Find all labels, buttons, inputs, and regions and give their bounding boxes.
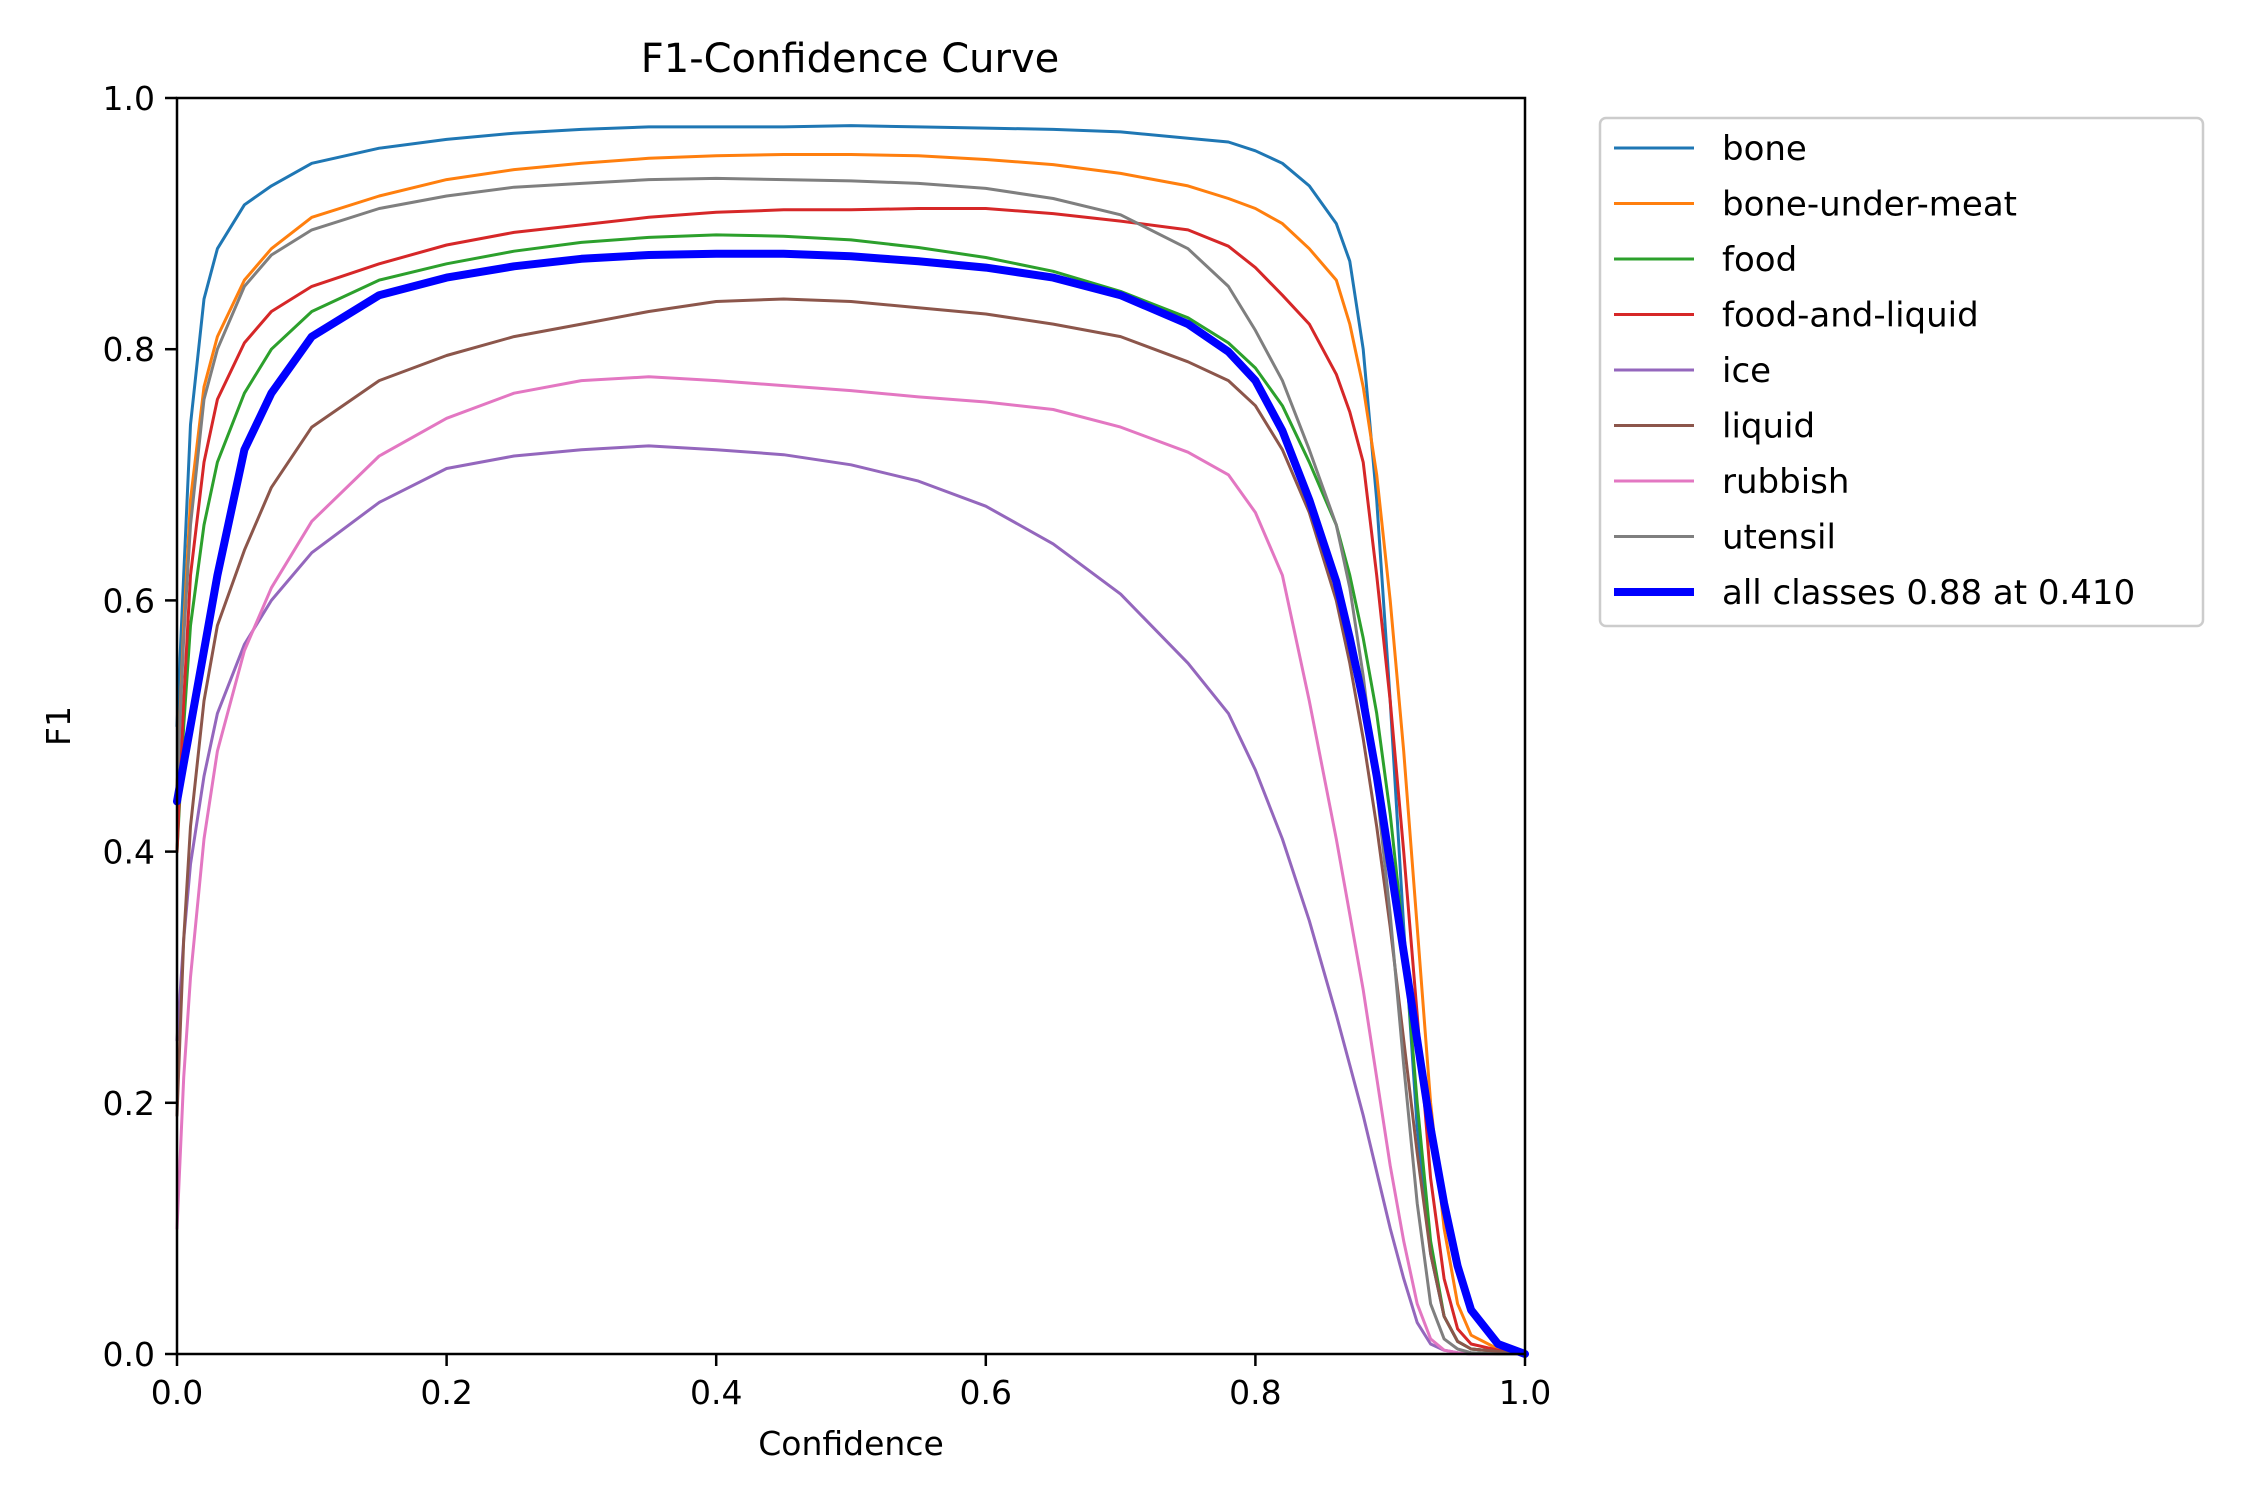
series-bone [175,124,1527,1356]
series-line-liquid [175,297,1527,1356]
legend-label: bone [1722,129,1807,169]
x-tick-label: 0.6 [960,1373,1012,1412]
series-line-bone [175,124,1527,1356]
series-line-rubbish [175,375,1527,1356]
y-tick-label: 0.8 [103,330,155,369]
x-axis-label: Confidence [758,1424,944,1463]
legend-item-ice: ice [1614,351,1771,391]
x-tick-label: 0.4 [690,1373,742,1412]
legend-label: food-and-liquid [1722,296,1979,336]
y-tick-label: 0.4 [103,833,155,872]
y-tick-label: 0.2 [103,1084,155,1123]
legend-item-all-classes-0-88-at-0-410: all classes 0.88 at 0.410 [1614,573,2135,613]
series-all-classes-0-88-at-0-410 [173,249,1529,1358]
series-bone-under-meat [175,153,1527,1356]
x-tick-label: 0.2 [420,1373,472,1412]
legend-item-food: food [1614,240,1797,280]
legend-item-bone: bone [1614,129,1807,169]
series-food-and-liquid [175,207,1527,1356]
legend-item-food-and-liquid: food-and-liquid [1614,296,1979,336]
plot-frame [175,96,1527,1356]
y-axis-label: F1 [39,706,78,746]
series-line-all-classes-0-88-at-0-410 [173,249,1529,1358]
series-line-ice [175,444,1527,1356]
legend-label: bone-under-meat [1722,185,2017,225]
chart-title: F1-Confidence Curve [641,36,1060,82]
legend-item-rubbish: rubbish [1614,462,1849,502]
legend-label: food [1722,240,1797,280]
series-rubbish [175,375,1527,1356]
x-tick-label: 0.8 [1229,1373,1281,1412]
ticks-layer: 0.0 0.2 0.4 0.6 0.8 1.0 0.0 0.2 0.4 0.6 0.8 1.0 [103,79,1552,1412]
legend-label: utensil [1722,518,1836,558]
series-line-utensil [175,176,1527,1356]
legend-item-liquid: liquid [1614,407,1815,447]
legend-label: liquid [1722,407,1815,447]
legend: bone bone-under-meat food food-and-liquid ic… [1598,116,2205,628]
series-line-food [175,233,1527,1356]
series-line-food-and-liquid [175,207,1527,1356]
y-tick-label: 0.0 [103,1335,155,1374]
legend-label: ice [1722,351,1771,391]
series-utensil [175,176,1527,1356]
legend-label: all classes 0.88 at 0.410 [1722,573,2135,613]
x-tick-label: 1.0 [1499,1373,1551,1412]
y-tick-label: 0.6 [103,581,155,620]
series-line-bone-under-meat [175,153,1527,1356]
x-tick-label: 0.0 [151,1373,203,1412]
series-liquid [175,297,1527,1356]
legend-item-utensil: utensil [1614,518,1836,558]
legend-frame [1598,116,2205,628]
legend-label: rubbish [1722,462,1849,502]
series-layer [173,124,1529,1358]
y-tick-label: 1.0 [103,79,155,118]
series-ice [175,444,1527,1356]
series-food [175,233,1527,1356]
legend-item-bone-under-meat: bone-under-meat [1614,185,2017,225]
legend-items: bone bone-under-meat food food-and-liquid ic… [1614,129,2135,613]
